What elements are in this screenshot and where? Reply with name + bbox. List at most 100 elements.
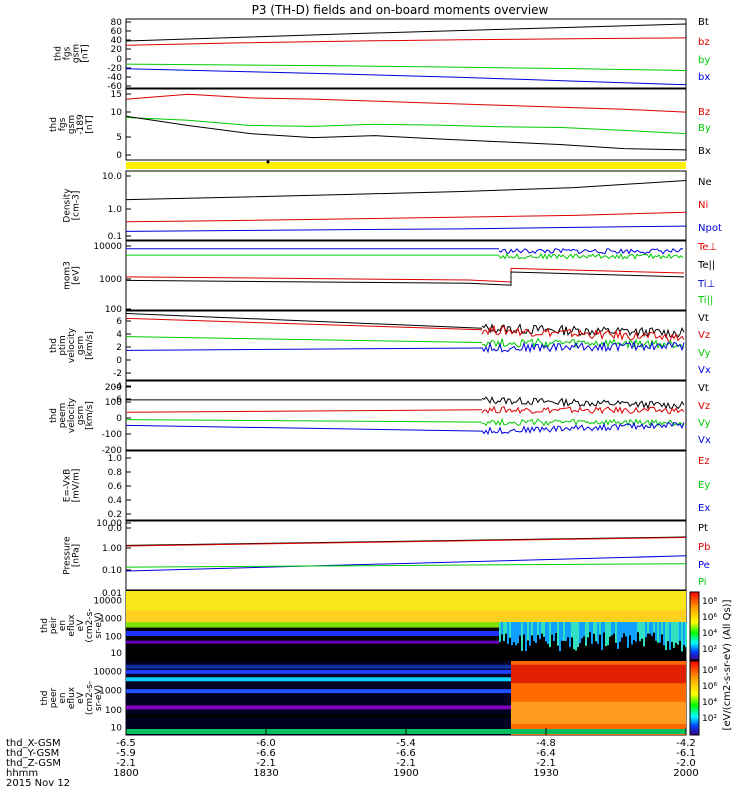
spectrogram-noise (637, 622, 639, 633)
spectrogram-noise (603, 622, 605, 633)
y-axis-label: thd peem velocity gsm [km/s] (49, 397, 95, 433)
y-tick-label: 10 (111, 649, 123, 659)
spectrogram-noise (651, 622, 653, 636)
time-axis-value: -6.0 (256, 738, 276, 749)
time-axis-value: -6.1 (676, 748, 696, 759)
y-axis-label: thd peir en eflux eV (cm2-s-sr-eV) (40, 608, 104, 642)
legend-bx: bx (698, 72, 710, 83)
legend-vt: Vt (698, 383, 709, 394)
y-tick-label: 0 (116, 356, 122, 366)
y-tick-label: 100 (105, 305, 122, 315)
spectrogram-band (126, 622, 686, 628)
spectrogram-noise (515, 622, 517, 646)
y-label-line: [km/s] (85, 331, 95, 360)
time-axis-value: -4.8 (536, 738, 556, 749)
panel-vi: thd ptim velocity gsm [km/s] 6 4 2 0 -2 -4 -6 Vt Vz Vy… (49, 310, 711, 405)
legend-bz: bz (698, 37, 710, 48)
series-line-bz (125, 37, 687, 46)
y-tick-label: 2 (116, 343, 122, 353)
spectrogram-noise (663, 622, 665, 646)
y-label-line: gsm (67, 115, 77, 134)
series-line-Bt (125, 23, 687, 42)
y-label-line: E=-VxB (63, 469, 73, 503)
spectrogram-noise (659, 622, 661, 643)
y-axis-label: thd ptim velocity gsm [km/s] (49, 327, 95, 363)
spectrogram-noise (639, 622, 641, 642)
spectrogram-noise (539, 622, 541, 640)
spectrogram-noise (565, 622, 567, 642)
panel-efield: E=-VxB [mV/m] 1.0 0.8 0.6 0.4 0.2 0.0 Ez Ey Ex (63, 450, 710, 534)
y-tick-label: 1.0 (108, 454, 123, 464)
time-axis-value: -6.6 (396, 748, 416, 759)
panel-ion_spec: thd peir en eflux eV (cm2-s-sr-eV)10000100010… (40, 590, 687, 661)
spectrogram-noise (507, 622, 509, 644)
spectrogram-noise (499, 622, 501, 642)
y-tick-label: 1.00 (102, 544, 122, 554)
time-axis-value: 2000 (673, 768, 698, 779)
y-label-line: en (58, 692, 68, 703)
spectrogram-noise (519, 622, 521, 636)
spectrogram-noise (653, 622, 655, 633)
spectrogram-noise (549, 622, 551, 648)
spectrogram-noise (567, 622, 569, 638)
series-line-Te|| (125, 271, 685, 286)
spectrogram-noise (555, 622, 557, 634)
spectrogram-noise (501, 622, 503, 635)
spectrogram-noise (537, 622, 539, 636)
series-line-by (125, 63, 687, 72)
spectrogram-noise (661, 622, 663, 635)
series-line-Te⊥ (125, 267, 685, 283)
time-axis-value: 1930 (533, 768, 558, 779)
time-axis-value: -2.1 (536, 758, 556, 769)
y-label-line: peer (49, 687, 59, 708)
series-line-Bx (125, 115, 687, 151)
y-tick-label: 60 (111, 27, 123, 37)
y-tick-label: 10.00 (96, 519, 122, 529)
spectrogram-noise (547, 622, 549, 645)
y-label-line: peir (49, 616, 59, 634)
y-tick-label: 0 (116, 151, 122, 161)
spectrogram-noise (667, 622, 669, 642)
colorbar (689, 660, 700, 736)
colorbar-tick: 10⁸ (702, 666, 717, 676)
spectrogram-noise (621, 622, 623, 638)
series-line-Pe (125, 555, 687, 572)
legend-vx: Vx (698, 435, 711, 446)
panel-frame (125, 240, 687, 311)
spectrogram-noise (681, 622, 683, 652)
colorbar-tick: 10² (702, 645, 717, 655)
spectrogram-noise (617, 622, 619, 649)
spectrogram-noise (671, 622, 673, 643)
legend-vy: Vy (698, 348, 711, 359)
y-tick-label: 4 (116, 330, 122, 340)
y-tick-label: -4 (113, 382, 122, 392)
legend-vz: Vz (698, 330, 710, 341)
series-noise-Vz (481, 324, 685, 343)
series-noise-Vt (481, 322, 685, 340)
spectrogram-noise (587, 622, 589, 638)
spectrogram-band (126, 669, 511, 674)
y-axis-label: thd fgs gsm -189 [nT] (49, 114, 95, 135)
panel-frame (125, 88, 687, 161)
legend-ni: Ni (698, 200, 708, 211)
panel-frame (125, 520, 687, 591)
spectrogram-noise (655, 622, 657, 641)
panel-frame (125, 18, 687, 89)
series-line-By (125, 116, 687, 135)
panel-temp: mom3 [eV] 10000 1000 100 Te⊥ Te|| Ti⊥ Ti|| (63, 240, 717, 315)
y-tick-label: 0.6 (108, 482, 123, 492)
series-noise-Ti⊥ (498, 248, 684, 255)
series-line-Vz (125, 409, 483, 413)
spectrogram-noise (615, 622, 617, 643)
spectrogram-noise (523, 622, 525, 635)
y-axis-label: thd fgs gsm [nT] (54, 44, 91, 63)
panel-frame (125, 170, 687, 241)
y-tick-label: 0 (116, 414, 122, 424)
colorbar-tick: 10⁴ (702, 698, 717, 708)
y-tick-label: 10000 (93, 667, 122, 677)
series-noise-Vx (481, 340, 685, 354)
flag-marker (266, 160, 270, 164)
